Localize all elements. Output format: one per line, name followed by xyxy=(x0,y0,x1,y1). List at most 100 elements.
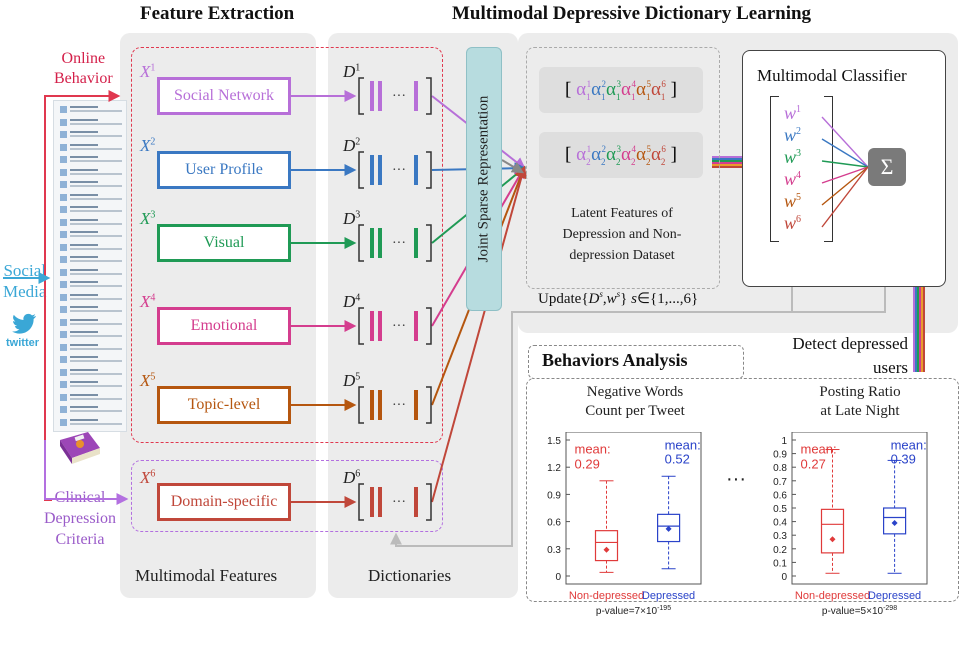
weight-bracket-right xyxy=(824,96,833,242)
mean-value: 0.39 xyxy=(891,452,916,467)
feature-x-label: X4 xyxy=(140,292,156,311)
weight-5: w5 xyxy=(784,191,802,211)
feed-post xyxy=(60,293,126,304)
feed-post xyxy=(60,130,126,141)
feature-box-topic-level: Topic-level xyxy=(157,386,291,424)
feed-post xyxy=(60,155,126,166)
feed-post xyxy=(60,380,126,391)
social-feed-strip xyxy=(53,100,127,432)
box-non-depressed xyxy=(820,449,845,574)
box-plot-chart: 0 0.1 0.2 0.3 0.4 0.5 0.6 0.7 0.8 0.9 1 Non-depress… xyxy=(752,431,942,644)
feed-post xyxy=(60,393,126,404)
y-tick-label: 0.7 xyxy=(773,477,787,488)
y-tick-label: 0.1 xyxy=(773,558,787,569)
feature-x-label: X3 xyxy=(140,209,156,228)
detect-depressed-label: Detect depressed users xyxy=(792,334,908,377)
weight-2: w2 xyxy=(784,125,802,145)
feed-post xyxy=(60,105,126,116)
svg-text:···: ··· xyxy=(392,495,406,510)
weight-bracket-left xyxy=(770,96,779,242)
joint-sparse-box: Joint Sparse Representation xyxy=(466,47,502,311)
feature-box-visual: Visual xyxy=(157,224,291,262)
feature-extraction-title: Feature Extraction xyxy=(140,3,295,24)
mean-label: mean: xyxy=(575,442,611,457)
social-media-label: Social Media xyxy=(3,261,47,301)
x-category-label: Non-depressed xyxy=(569,590,644,602)
feed-post xyxy=(60,143,126,154)
feature-box-social-network: Social Network xyxy=(157,77,291,115)
svg-text:···: ··· xyxy=(392,89,406,104)
dictionary-label: D2 xyxy=(343,136,361,155)
dictionary-label: D4 xyxy=(343,292,361,311)
feed-post xyxy=(60,180,126,191)
box-plot-chart: 0 0.3 0.6 0.9 1.2 1.5 Non-depressed Depressed me… xyxy=(526,431,716,644)
chart-title: Negative Words Count per Tweet xyxy=(585,384,685,419)
dictionary-label: D3 xyxy=(343,209,361,228)
y-tick-label: 0.6 xyxy=(773,490,787,501)
dictionary-label: D6 xyxy=(343,468,361,487)
dictionary-learning-title: Multimodal Depressive Dictionary Learnin… xyxy=(452,3,812,24)
svg-text:···: ··· xyxy=(392,319,406,334)
p-value-label: p-value=5×10-298 xyxy=(822,605,897,617)
dictionary-matrix: ··· xyxy=(358,307,432,345)
p-value-label: p-value=7×10-195 xyxy=(596,605,671,617)
alpha-row-2: [ α21α22α23α24α25α26 ] xyxy=(539,132,703,178)
feed-post xyxy=(60,368,126,379)
feed-post xyxy=(60,318,126,329)
box-depressed xyxy=(657,475,681,570)
feed-post xyxy=(60,168,126,179)
feed-post xyxy=(60,305,126,316)
x-category-label: Depressed xyxy=(868,590,921,602)
y-tick-label: 0.3 xyxy=(773,531,787,542)
feature-x-label: X6 xyxy=(140,468,156,487)
classifier-title: Multimodal Classifier xyxy=(757,66,907,85)
y-tick-label: 0.8 xyxy=(773,463,787,474)
weight-4: w4 xyxy=(784,169,802,189)
svg-text:···: ··· xyxy=(392,236,406,251)
feed-post xyxy=(60,218,126,229)
dictionary-matrix: ··· xyxy=(358,151,432,189)
weight-lines xyxy=(821,116,869,228)
multimodal-features-label: Multimodal Features xyxy=(135,566,278,585)
mean-label: mean: xyxy=(891,438,927,453)
feed-post xyxy=(60,230,126,241)
weight-3: w3 xyxy=(784,147,802,167)
feed-post xyxy=(60,280,126,291)
svg-text:···: ··· xyxy=(392,163,406,178)
svg-text:···: ··· xyxy=(392,398,406,413)
y-tick-label: 0 xyxy=(781,572,787,583)
feed-post xyxy=(60,330,126,341)
feature-x-label: X5 xyxy=(140,371,156,390)
dashed-group-online xyxy=(131,47,443,443)
plot-frame xyxy=(565,431,702,585)
y-tick-label: 0.3 xyxy=(547,545,561,556)
update-label: Update{Ds,ws} s∈{1,...,6} xyxy=(538,289,699,307)
twitter-bird-icon xyxy=(12,313,38,335)
y-tick-label: 0.2 xyxy=(773,545,787,556)
charts-ellipsis: ··· xyxy=(726,468,746,490)
book-icon xyxy=(58,430,102,466)
connector-lines xyxy=(3,90,925,547)
y-tick-label: 1.2 xyxy=(547,463,561,474)
dictionaries-label: Dictionaries xyxy=(368,566,452,585)
feature-x-label: X1 xyxy=(140,62,156,81)
mean-label: mean: xyxy=(665,438,701,453)
dictionary-matrix: ··· xyxy=(358,77,432,115)
weight-6: w6 xyxy=(784,213,802,233)
mean-value: 0.52 xyxy=(665,452,690,467)
y-tick-label: 0.4 xyxy=(773,518,787,529)
sum-node: Σ xyxy=(868,148,906,186)
online-behavior-label: Online Behavior xyxy=(54,50,113,87)
dictionary-label: D1 xyxy=(343,62,361,81)
y-tick-label: 0.9 xyxy=(773,450,787,461)
dictionary-matrix: ··· xyxy=(358,224,432,262)
behaviors-title: Behaviors Analysis xyxy=(542,350,688,370)
dictionary-matrix: ··· xyxy=(358,483,432,521)
behaviors-box xyxy=(526,378,959,602)
feature-x-label: X2 xyxy=(140,136,156,155)
feed-post xyxy=(60,255,126,266)
x-category-label: Non-depressed xyxy=(795,590,870,602)
latent-features-box xyxy=(526,47,720,289)
y-tick-label: 0.5 xyxy=(773,504,787,515)
feed-post xyxy=(60,405,126,416)
